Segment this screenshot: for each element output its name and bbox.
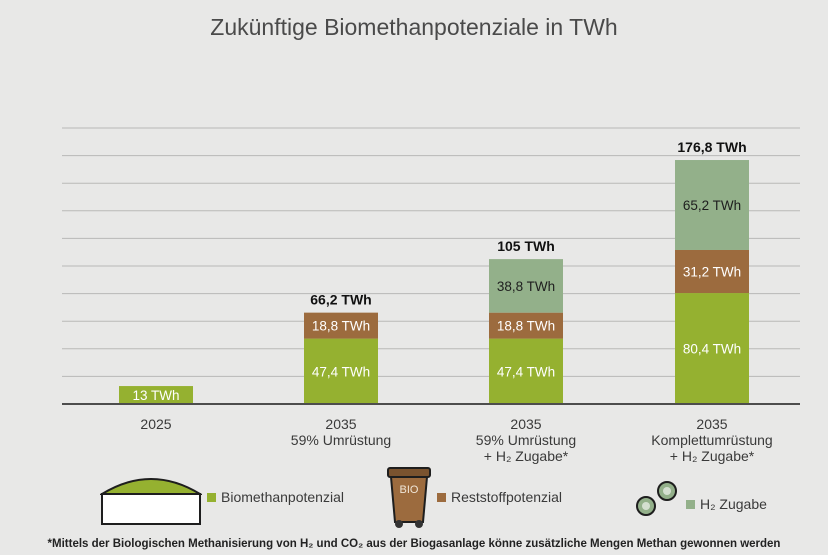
bar-value-label: 31,2 TWh [683,265,741,280]
bar-value-label: 65,2 TWh [683,198,741,213]
category-label-line: 2025 [140,416,172,432]
bar-value-label: 18,8 TWh [312,319,370,334]
bar-value-label: 18,8 TWh [497,319,555,334]
bar-segment [119,386,193,404]
category-label-line: 59% Umrüstung [475,432,577,448]
legend-swatch-biomethan [207,492,216,502]
legend-reststoff: Reststoffpotenzial [437,489,562,505]
bar-segment [489,312,563,339]
bar-total-label: 176,8 TWh [677,139,746,155]
bar-value-label: 47,4 TWh [312,364,370,379]
legend-swatch-h2 [686,499,695,509]
bin-text: BIO [400,484,419,496]
bar-segment [675,249,749,294]
bio-bin-icon: BIO [387,467,431,528]
legend-biomethan: Biomethanpotenzial [207,489,344,505]
bar-segment [304,312,378,339]
bar-value-label: 13 TWh [132,388,179,403]
legend-h2-label: H₂ Zugabe [700,496,767,512]
category-label: 2025 [56,416,256,432]
bar-total-label: 105 TWh [497,238,555,254]
category-label-line: 2035 [696,416,728,432]
category-label-line: Komplettumrüstung [651,432,773,448]
category-label-line: 2035 [325,416,357,432]
legend-h2: H₂ Zugabe [686,496,767,512]
legend-reststoff-label: Reststoffpotenzial [451,489,563,505]
legend-biomethan-label: Biomethanpotenzial [221,489,344,505]
stacked-bar-chart: 13 TWh 47,4 TWh 18,8 TWh 66,2 TWh 47,4 TWh 18… [62,127,800,405]
category-label-line: 59% Umrüstung [290,432,392,448]
bar-segment [675,160,749,250]
category-label-line: 2035 [510,416,542,432]
bar-segment [489,338,563,404]
chart-title: Zukünftige Biomethanpotenziale in TWh [210,14,618,40]
category-label: 2035 Komplettumrüstung + H₂ Zugabe* [612,416,812,464]
bar-value-label: 80,4 TWh [683,342,741,357]
footnote: *Mittels der Biologischen Methanisierung… [47,538,781,550]
bar-segment [304,338,378,404]
legend-swatch-reststoff [437,492,446,502]
category-label-line: + H₂ Zugabe* [483,448,569,464]
category-label: 2035 59% Umrüstung [241,416,441,448]
category-label: 2035 59% Umrüstung + H₂ Zugabe* [426,416,626,464]
bar-value-label: 38,8 TWh [497,279,555,294]
bar-value-label: 47,4 TWh [497,364,555,379]
hydrogen-molecule-icon [636,481,677,516]
category-label-line: + H₂ Zugabe* [669,448,755,464]
bar-segment [489,259,563,313]
biogas-plant-icon [100,478,202,525]
bar-segment [675,293,749,404]
bar-total-label: 66,2 TWh [310,292,371,308]
